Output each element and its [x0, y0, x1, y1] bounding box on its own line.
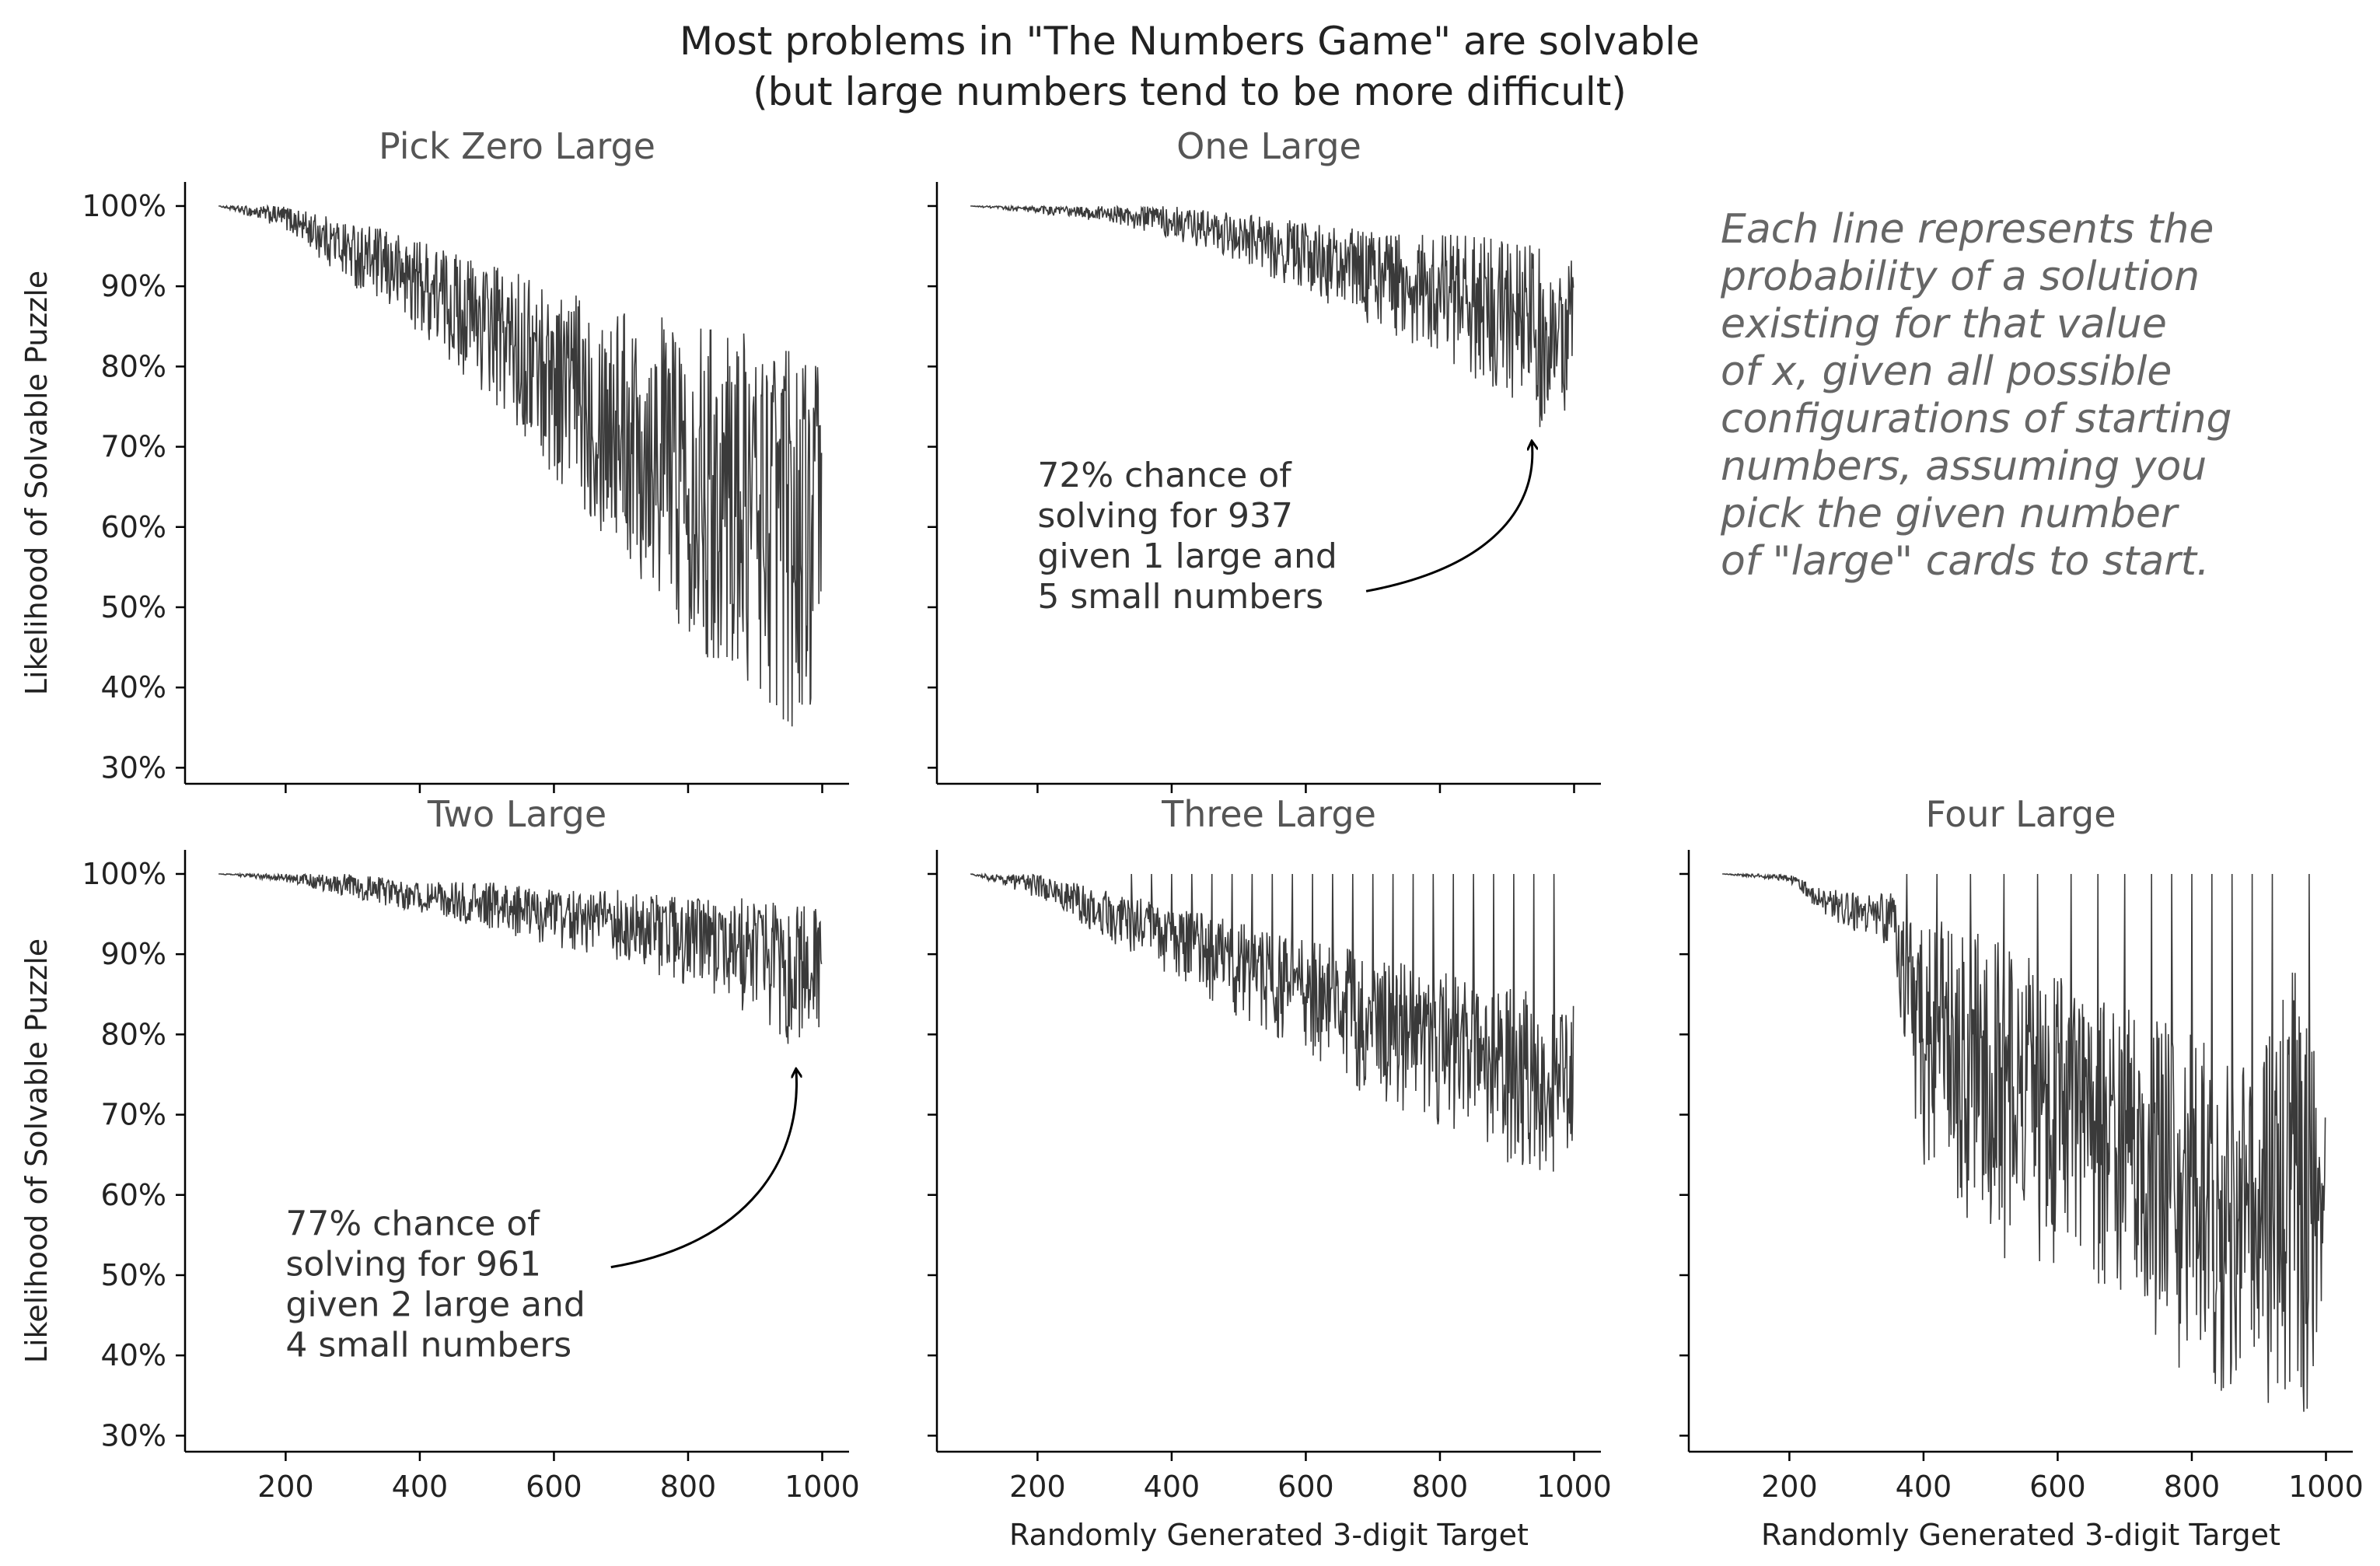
y-tick-label: 90% [101, 937, 166, 971]
x-tick-label: 200 [1761, 1470, 1818, 1504]
panel-title: Two Large [427, 793, 606, 835]
probability-line [218, 204, 823, 727]
y-tick-label: 90% [101, 269, 166, 303]
x-tick-label: 400 [1144, 1470, 1200, 1504]
y-tick-label: 40% [101, 1338, 166, 1372]
annotation-text: solving for 937 [1037, 496, 1293, 536]
note-line: of x, given all possible [1721, 348, 2172, 395]
x-tick-label: 600 [526, 1470, 582, 1504]
y-tick-label: 70% [101, 430, 166, 464]
note-line: numbers, assuming you [1721, 443, 2207, 490]
y-tick-label: 30% [101, 750, 166, 785]
panel-title: Pick Zero Large [379, 125, 655, 167]
x-tick-label: 600 [1277, 1470, 1334, 1504]
note-line: existing for that value [1721, 301, 2167, 348]
figure-title-line-2: (but large numbers tend to be more diffi… [753, 69, 1627, 114]
note-line: of "large" cards to start. [1721, 538, 2210, 585]
note-line: Each line represents the [1721, 206, 2214, 253]
annotation-text: 4 small numbers [285, 1325, 571, 1365]
annotation-text: given 1 large and [1037, 537, 1337, 576]
probability-line [1722, 872, 2326, 1412]
x-tick-label: 400 [1896, 1470, 1952, 1504]
x-tick-label: 800 [2164, 1470, 2221, 1504]
probability-line [970, 204, 1574, 428]
y-axis-label: Likelihood of Solvable Puzzle [19, 271, 54, 695]
y-tick-label: 60% [101, 1178, 166, 1212]
y-tick-label: 60% [101, 510, 166, 544]
y-tick-label: 80% [101, 1017, 166, 1051]
x-axis-label: Randomly Generated 3-digit Target [1009, 1518, 1529, 1552]
y-tick-label: 80% [101, 349, 166, 383]
annotation-text: 5 small numbers [1037, 577, 1323, 617]
figure-title-line-1: Most problems in "The Numbers Game" are … [680, 19, 1700, 64]
panel-two-large: Two Large 30% 40% 50% 60% 70% 80% 90% 100% 200 400… [19, 793, 860, 1504]
x-axis-label: Randomly Generated 3-digit Target [1761, 1518, 2280, 1552]
note-line: pick the given number [1720, 491, 2180, 537]
panel-title: One Large [1176, 125, 1361, 167]
x-tick-label: 200 [257, 1470, 314, 1504]
x-tick-label: 1000 [2288, 1470, 2364, 1504]
x-tick-label: 200 [1009, 1470, 1066, 1504]
annotation-arrow [1365, 442, 1532, 592]
x-tick-label: 800 [1412, 1470, 1469, 1504]
panel-title: Three Large [1161, 793, 1376, 835]
y-tick-label: 100% [82, 189, 166, 223]
x-tick-label: 1000 [785, 1470, 860, 1504]
annotation-text: given 2 large and [285, 1285, 585, 1324]
annotation-text: solving for 961 [285, 1244, 541, 1284]
x-tick-label: 1000 [1536, 1470, 1612, 1504]
y-tick-label: 40% [101, 670, 166, 704]
panel-title: Four Large [1925, 793, 2116, 835]
annotation-arrow [610, 1069, 797, 1269]
note-line: configurations of starting [1721, 396, 2232, 442]
x-tick-label: 800 [660, 1470, 717, 1504]
annotation-text: 77% chance of [285, 1204, 540, 1243]
y-tick-label: 70% [101, 1098, 166, 1132]
probability-line [218, 872, 823, 1044]
x-tick-label: 600 [2029, 1470, 2086, 1504]
annotation-text: 72% chance of [1037, 456, 1292, 495]
note-line: probability of a solution [1720, 253, 2200, 300]
y-tick-label: 50% [101, 1258, 166, 1292]
y-tick-label: 100% [82, 857, 166, 891]
panel-pick-zero-large: Pick Zero Large 30% 40% 50% 60% 70% 80% 90% 100%… [19, 125, 849, 793]
y-tick-label: 50% [101, 590, 166, 624]
probability-line [970, 872, 1574, 1172]
x-tick-label: 400 [392, 1470, 449, 1504]
explanation-note: Each line represents the probability of … [1720, 206, 2232, 585]
y-axis-label: Likelihood of Solvable Puzzle [19, 939, 54, 1363]
y-tick-label: 30% [101, 1418, 166, 1452]
